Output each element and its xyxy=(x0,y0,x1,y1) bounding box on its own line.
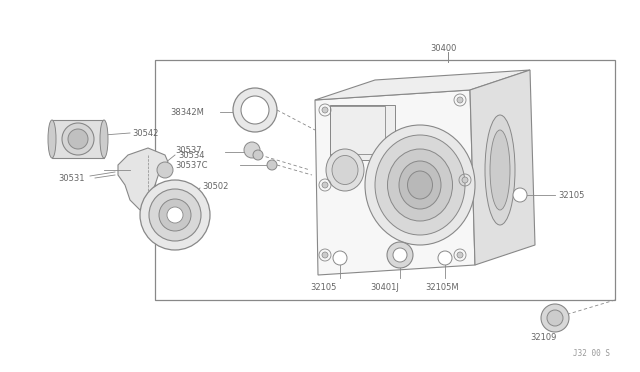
Text: 30531: 30531 xyxy=(58,173,84,183)
Ellipse shape xyxy=(332,155,358,185)
Ellipse shape xyxy=(365,125,475,245)
Circle shape xyxy=(267,160,277,170)
Text: 32109: 32109 xyxy=(530,334,556,343)
Circle shape xyxy=(457,97,463,103)
Text: 30542: 30542 xyxy=(132,128,158,138)
Circle shape xyxy=(62,123,94,155)
Text: J32 00 S: J32 00 S xyxy=(573,349,610,358)
Ellipse shape xyxy=(399,161,441,209)
Circle shape xyxy=(393,248,407,262)
Circle shape xyxy=(462,177,468,183)
Ellipse shape xyxy=(100,120,108,158)
Circle shape xyxy=(68,129,88,149)
Circle shape xyxy=(322,182,328,188)
Text: 30502: 30502 xyxy=(202,182,228,190)
Circle shape xyxy=(157,162,173,178)
Circle shape xyxy=(541,304,569,332)
Circle shape xyxy=(513,188,527,202)
Bar xyxy=(52,120,104,158)
Text: 32105: 32105 xyxy=(558,190,584,199)
Ellipse shape xyxy=(490,130,510,210)
Circle shape xyxy=(457,252,463,258)
Ellipse shape xyxy=(48,120,56,158)
Polygon shape xyxy=(315,90,475,275)
Bar xyxy=(155,60,615,300)
Polygon shape xyxy=(315,70,530,100)
Text: 30537: 30537 xyxy=(175,145,202,154)
Text: 32105: 32105 xyxy=(310,283,337,292)
Ellipse shape xyxy=(408,171,433,199)
Text: 38342M: 38342M xyxy=(170,108,204,116)
Circle shape xyxy=(547,310,563,326)
Circle shape xyxy=(333,251,347,265)
Text: 30400: 30400 xyxy=(430,44,456,52)
Circle shape xyxy=(167,207,183,223)
Ellipse shape xyxy=(387,149,452,221)
Circle shape xyxy=(149,189,201,241)
Ellipse shape xyxy=(326,149,364,191)
Circle shape xyxy=(438,251,452,265)
Circle shape xyxy=(241,96,269,124)
Circle shape xyxy=(322,107,328,113)
Bar xyxy=(330,106,385,154)
Text: 30401J: 30401J xyxy=(370,283,399,292)
Circle shape xyxy=(140,180,210,250)
Polygon shape xyxy=(118,148,168,210)
Bar xyxy=(330,105,395,160)
Ellipse shape xyxy=(375,135,465,235)
Polygon shape xyxy=(470,70,535,265)
Text: 30537C: 30537C xyxy=(175,160,207,170)
Circle shape xyxy=(253,150,263,160)
Circle shape xyxy=(387,242,413,268)
Circle shape xyxy=(159,199,191,231)
Circle shape xyxy=(244,142,260,158)
Ellipse shape xyxy=(485,115,515,225)
Text: 30534: 30534 xyxy=(178,151,205,160)
Circle shape xyxy=(322,252,328,258)
Circle shape xyxy=(233,88,277,132)
Text: 32105M: 32105M xyxy=(425,283,459,292)
